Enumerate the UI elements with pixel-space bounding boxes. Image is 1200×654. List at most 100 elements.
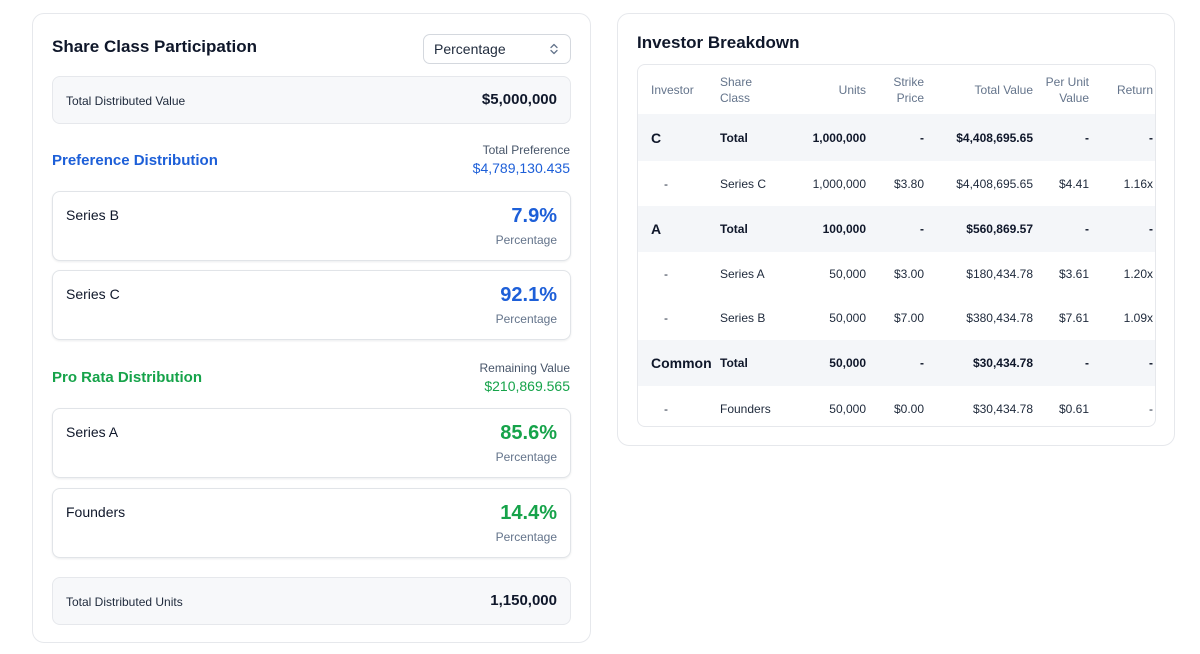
select-value: Percentage (434, 41, 506, 57)
column-header-share-class: Share Class (720, 74, 753, 105)
cell-strike-price: $7.00 (893, 311, 924, 325)
cell-per-unit-value: $7.61 (1058, 311, 1089, 325)
column-header-per-unit-value: Per Unit Value (1045, 74, 1089, 105)
remaining-value: $210,869.565 (484, 378, 570, 394)
cell-total-value: $560,869.57 (928, 206, 1037, 252)
cell-per-unit-value: $3.61 (1058, 267, 1089, 281)
column-header-total-value: Total Value (974, 82, 1033, 97)
share-class-participation-panel: Share Class Participation Percentage Tot… (32, 13, 591, 643)
investor-total-row: C Total 1,000,000- $4,408,695.65- - (638, 114, 1155, 161)
total-distributed-value: $5,000,000 (481, 91, 557, 108)
share-class-name: Series B (66, 207, 119, 223)
cell-share-class: Total (720, 114, 790, 161)
total-distributed-units: 1,150,000 (490, 592, 557, 609)
cell-total-value: $30,434.78 (928, 340, 1037, 386)
cell-units: 1,000,000 (790, 114, 870, 161)
share-class-percentage-label: Percentage (495, 312, 557, 326)
cell-strike-price: - (870, 114, 928, 161)
column-header-investor: Investor (651, 82, 694, 97)
cell-investor: - (664, 176, 668, 191)
investor-total-row: A Total 100,000- $560,869.57- - (638, 206, 1155, 252)
display-mode-select[interactable]: Percentage (423, 34, 571, 64)
cell-per-unit-value: - (1037, 114, 1093, 161)
share-class-name: Series C (66, 286, 120, 302)
cell-total-value: $30,434.78 (972, 401, 1033, 416)
total-preference-value: $4,789,130.435 (472, 160, 570, 176)
investor-detail-row: - Series B 50,000 $7.00 $380,434.78 $7.61 1.09… (638, 296, 1155, 340)
panel-title: Investor Breakdown (637, 33, 800, 52)
total-preference-summary: Total Preference $4,789,130.435 (473, 143, 570, 176)
cell-share-class: Series B (720, 311, 766, 325)
investor-detail-row: - Founders 50,000 $0.00 $30,434.78 $0.61 - (638, 386, 1155, 426)
cell-total-value: $4,408,695.65 (928, 114, 1037, 161)
cell-return: - (1149, 401, 1153, 416)
cell-investor: - (664, 267, 668, 281)
cell-share-class: Total (720, 340, 790, 386)
cell-investor: C (638, 114, 720, 161)
share-class-percentage: 7.9% (511, 205, 557, 227)
total-distributed-value-box: Total Distributed Value $5,000,000 (52, 76, 571, 124)
column-header-strike-price: Strike Price (893, 74, 924, 105)
cell-strike-price: $3.80 (893, 176, 924, 191)
share-class-card: Series B 7.9% Percentage (52, 191, 571, 261)
cell-investor: A (638, 206, 720, 252)
table-header-row: Investor Share Class Units Strike Price … (638, 65, 1155, 114)
cell-units: 50,000 (829, 267, 866, 281)
cell-share-class: Founders (720, 401, 771, 416)
panel-title: Share Class Participation (52, 37, 258, 56)
cell-per-unit-value: - (1037, 206, 1093, 252)
remaining-value-label: Remaining Value (479, 361, 571, 375)
cell-return: - (1093, 114, 1155, 161)
cell-strike-price: $0.00 (893, 401, 924, 416)
investor-total-row: Common Total 50,000- $30,434.78- - (638, 340, 1155, 386)
total-distributed-units-label: Total Distributed Units (66, 595, 183, 609)
cell-units: 1,000,000 (812, 176, 866, 191)
remaining-value-summary: Remaining Value $210,869.565 (480, 361, 571, 394)
preference-distribution-heading: Preference Distribution (52, 152, 218, 169)
cell-total-value: $180,434.78 (966, 267, 1033, 281)
cell-total-value: $380,434.78 (966, 311, 1033, 325)
cell-units: 100,000 (790, 206, 870, 252)
pro-rata-distribution-heading: Pro Rata Distribution (52, 369, 203, 386)
investor-breakdown-panel: Investor Breakdown Investor Share Class … (617, 13, 1175, 446)
share-class-percentage-label: Percentage (495, 450, 557, 464)
share-class-card: Series C 92.1% Percentage (52, 270, 571, 340)
investor-detail-row: - Series C 1,000,000 $3.80 $4,408,695.65 $4.4… (638, 161, 1155, 206)
cell-strike-price: $3.00 (893, 267, 924, 281)
share-class-card: Series A 85.6% Percentage (52, 408, 571, 478)
cell-investor: - (664, 401, 668, 416)
cell-share-class: Total (720, 206, 790, 252)
cell-share-class: Series A (720, 267, 765, 281)
cell-return: 1.16x (1123, 176, 1153, 191)
cell-return: 1.20x (1123, 267, 1153, 281)
share-class-name: Founders (66, 504, 126, 520)
share-class-percentage: 85.6% (500, 422, 557, 444)
cell-investor: Common (638, 340, 720, 386)
cell-units: 50,000 (829, 311, 866, 325)
share-class-percentage-label: Percentage (495, 530, 557, 544)
cell-per-unit-value: - (1037, 340, 1093, 386)
total-distributed-units-box: Total Distributed Units 1,150,000 (52, 577, 571, 625)
cell-total-value: $4,408,695.65 (956, 176, 1033, 191)
cell-units: 50,000 (829, 401, 866, 416)
cell-return: 1.09x (1123, 311, 1153, 325)
cell-strike-price: - (870, 206, 928, 252)
share-class-name: Series A (66, 424, 119, 440)
cell-per-unit-value: $0.61 (1058, 401, 1089, 416)
total-preference-label: Total Preference (482, 143, 570, 157)
cell-return: - (1093, 206, 1155, 252)
investor-breakdown-table-container[interactable]: Investor Share Class Units Strike Price … (637, 64, 1156, 427)
share-class-percentage: 14.4% (500, 502, 557, 524)
share-class-percentage-label: Percentage (495, 233, 557, 247)
cell-strike-price: - (870, 340, 928, 386)
cell-investor: - (664, 311, 668, 325)
chevron-up-down-icon (549, 43, 559, 57)
cell-per-unit-value: $4.41 (1058, 176, 1089, 191)
share-class-card: Founders 14.4% Percentage (52, 488, 571, 558)
total-distributed-value-label: Total Distributed Value (66, 94, 186, 108)
investor-breakdown-table: Investor Share Class Units Strike Price … (638, 65, 1155, 426)
cell-return: - (1093, 340, 1155, 386)
cell-share-class: Series C (720, 176, 767, 191)
column-header-units: Units (838, 82, 866, 97)
share-class-percentage: 92.1% (500, 284, 557, 306)
